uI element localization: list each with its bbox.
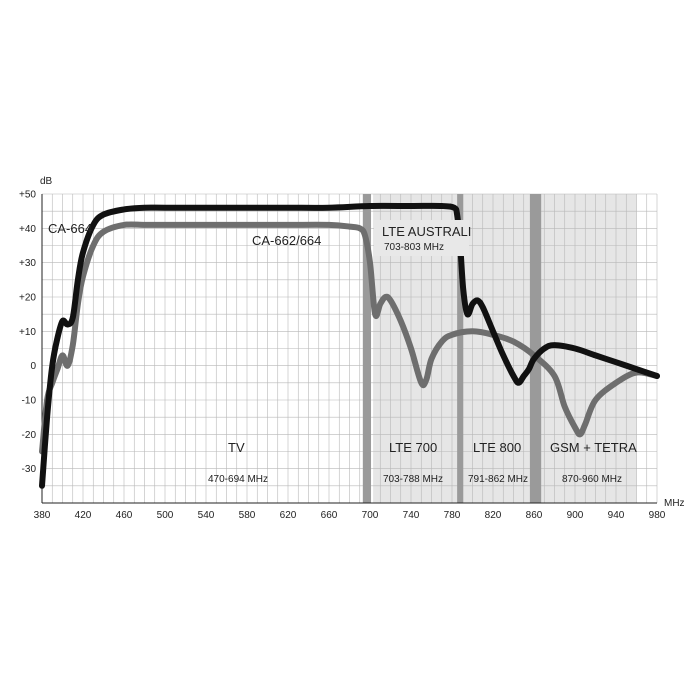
series-line-ca-664 (39, 202, 660, 489)
band-range-tv: 470-694 MHz (208, 474, 268, 485)
y-tick-label-20: -20 (22, 430, 37, 441)
band-label-gsm-tetra: GSM + TETRA (550, 440, 637, 455)
x-tick-label-860: 860 (526, 510, 543, 521)
band-range-gsm-tetra: 870-960 MHz (562, 474, 622, 485)
band-label-lte-800: LTE 800 (473, 440, 521, 455)
x-tick-label-700: 700 (362, 510, 379, 521)
band-divider-1 (457, 194, 464, 503)
y-tick-label-10: -10 (22, 396, 37, 407)
y-axis-unit: dB (40, 176, 53, 187)
lte-australia-label-bg (374, 220, 469, 256)
y-tick-label-40: +40 (19, 224, 36, 235)
x-tick-label-380: 380 (34, 510, 51, 521)
band-divider-2 (529, 194, 542, 503)
x-tick-label-540: 540 (198, 510, 215, 521)
band-label-lte-australia: LTE AUSTRALI (382, 224, 471, 239)
band-divider-0 (362, 194, 372, 503)
x-tick-label-900: 900 (567, 510, 584, 521)
x-tick-label-500: 500 (157, 510, 174, 521)
x-tick-label-420: 420 (75, 510, 92, 521)
y-tick-label-20: +20 (19, 293, 36, 304)
x-tick-label-940: 940 (608, 510, 625, 521)
grid-layer (41, 193, 658, 504)
x-tick-label-580: 580 (239, 510, 256, 521)
y-tick-label-30: -30 (22, 464, 37, 475)
band-range-lte-800: 791-862 MHz (468, 474, 528, 485)
y-tick-label-0: 0 (30, 361, 36, 372)
y-tick-label-30: +30 (19, 258, 36, 269)
x-tick-label-980: 980 (649, 510, 666, 521)
series-layer (39, 202, 660, 489)
series-label-ca-662-664: CA-662/664 (252, 233, 321, 248)
band-label-lte-700: LTE 700 (389, 440, 437, 455)
x-axis-unit: MHz (664, 498, 685, 509)
x-tick-label-460: 460 (116, 510, 133, 521)
x-tick-label-820: 820 (485, 510, 502, 521)
x-tick-label-740: 740 (403, 510, 420, 521)
y-tick-label-10: +10 (19, 327, 36, 338)
band-label-tv: TV (228, 440, 245, 455)
axes-layer: 380 420 460 500 540 580 620 660 700 740 780 820 860 9… (19, 190, 666, 522)
x-tick-label-620: 620 (280, 510, 297, 521)
y-tick-label-50: +50 (19, 190, 36, 201)
series-label-ca-664: CA-664 (48, 221, 92, 236)
band-range-lte-australia: 703-803 MHz (384, 242, 444, 253)
band-range-lte-700: 703-788 MHz (383, 474, 443, 485)
x-tick-label-780: 780 (444, 510, 461, 521)
x-tick-label-660: 660 (321, 510, 338, 521)
series-line-ca-662-664 (39, 221, 660, 455)
band-divider-layer (362, 194, 542, 503)
